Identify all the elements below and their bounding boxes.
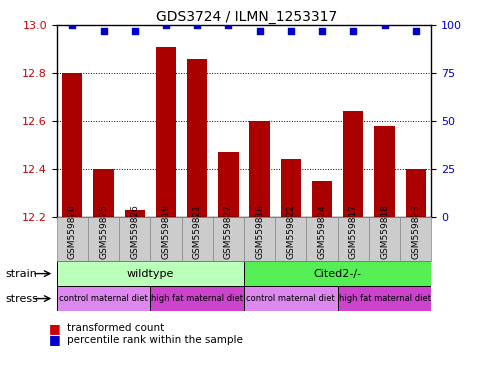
Text: percentile rank within the sample: percentile rank within the sample — [67, 335, 243, 345]
Bar — [125, 210, 145, 217]
Bar — [244, 286, 338, 311]
Text: GSM559816: GSM559816 — [255, 204, 264, 259]
Text: control maternal diet: control maternal diet — [59, 294, 148, 303]
Text: GSM559827: GSM559827 — [224, 204, 233, 259]
Bar — [57, 286, 150, 311]
Point — [100, 28, 107, 34]
Bar — [281, 159, 301, 217]
Text: wildtype: wildtype — [127, 268, 174, 279]
Point — [224, 22, 232, 28]
Bar — [374, 126, 395, 217]
Point — [193, 22, 201, 28]
Text: GSM559818: GSM559818 — [380, 204, 389, 259]
Text: high fat maternal diet: high fat maternal diet — [339, 294, 430, 303]
Point — [381, 22, 388, 28]
Bar — [156, 46, 176, 217]
Point — [162, 22, 170, 28]
Text: transformed count: transformed count — [67, 323, 164, 333]
Bar — [338, 286, 431, 311]
Text: GSM559819: GSM559819 — [162, 204, 171, 259]
Text: strain: strain — [5, 268, 37, 279]
Point — [131, 28, 139, 34]
Bar — [57, 261, 244, 286]
Point — [318, 28, 326, 34]
Text: GSM559825: GSM559825 — [99, 204, 108, 259]
Text: ■: ■ — [49, 333, 61, 346]
Text: GSM559824: GSM559824 — [317, 204, 326, 259]
Text: GSM559821: GSM559821 — [193, 204, 202, 259]
Point — [350, 28, 357, 34]
Text: control maternal diet: control maternal diet — [246, 294, 335, 303]
Point — [256, 28, 264, 34]
Bar — [343, 111, 363, 217]
Text: GSM559826: GSM559826 — [130, 204, 139, 259]
Point — [412, 28, 420, 34]
Bar — [187, 59, 208, 217]
Bar — [150, 286, 244, 311]
Text: high fat maternal diet: high fat maternal diet — [151, 294, 243, 303]
Point — [287, 28, 295, 34]
Text: Cited2-/-: Cited2-/- — [314, 268, 362, 279]
Bar — [312, 181, 332, 217]
Text: stress: stress — [5, 293, 38, 304]
Bar — [249, 121, 270, 217]
Bar — [62, 73, 82, 217]
Text: GSM559820: GSM559820 — [68, 204, 77, 259]
Text: ■: ■ — [49, 322, 61, 335]
Text: GSM559823: GSM559823 — [411, 204, 420, 259]
Text: GSM559817: GSM559817 — [349, 204, 358, 259]
Text: GSM559822: GSM559822 — [286, 204, 295, 259]
Bar — [406, 169, 426, 217]
Bar — [244, 261, 431, 286]
Point — [69, 22, 76, 28]
Bar — [218, 152, 239, 217]
Text: GDS3724 / ILMN_1253317: GDS3724 / ILMN_1253317 — [156, 10, 337, 23]
Bar — [93, 169, 114, 217]
